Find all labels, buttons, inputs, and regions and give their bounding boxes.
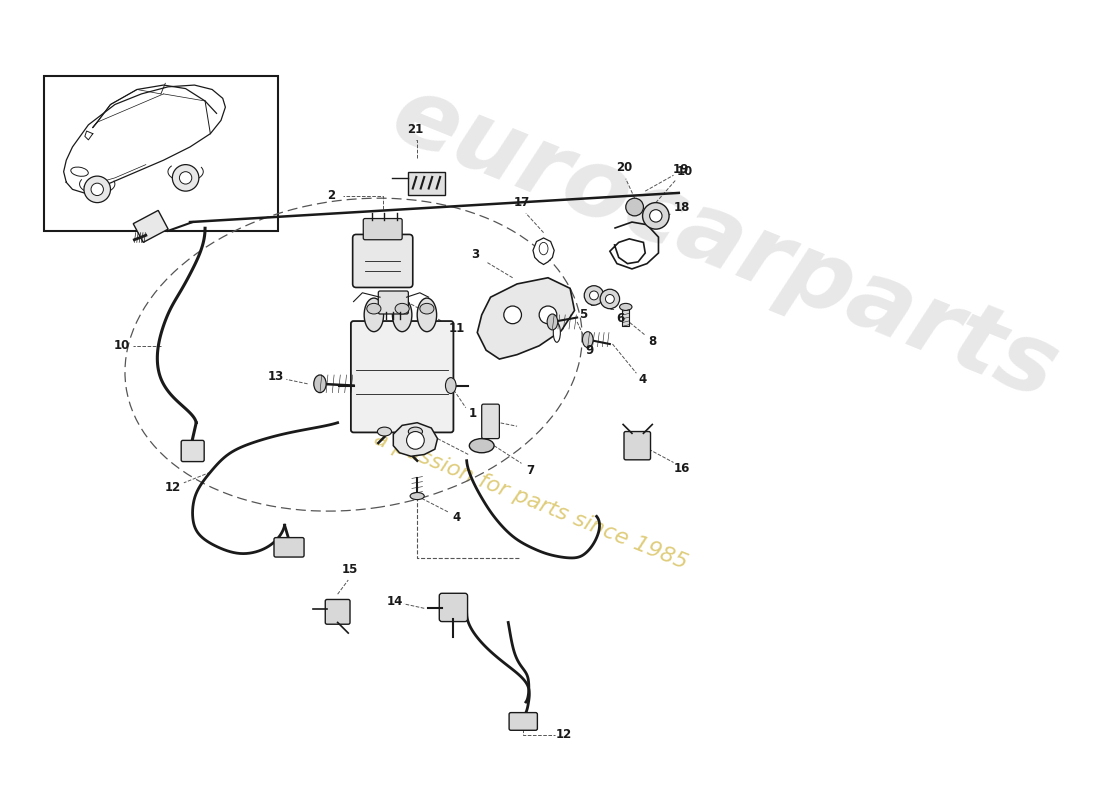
Ellipse shape [408,427,422,436]
Circle shape [407,431,425,450]
Text: 12: 12 [556,728,572,742]
Text: a passion for parts since 1985: a passion for parts since 1985 [371,428,690,573]
Ellipse shape [366,303,381,314]
Text: 10: 10 [676,165,693,178]
Ellipse shape [364,298,384,332]
FancyBboxPatch shape [182,440,205,462]
Text: 21: 21 [407,122,424,136]
Text: 4: 4 [453,510,461,524]
Text: 2: 2 [328,189,336,202]
Text: 6: 6 [616,312,625,325]
Text: 18: 18 [674,201,691,214]
FancyBboxPatch shape [378,291,408,314]
Circle shape [539,306,557,324]
Circle shape [173,165,199,191]
Text: 7: 7 [526,464,535,477]
FancyBboxPatch shape [509,713,538,730]
Text: eurocarparts: eurocarparts [378,68,1071,420]
Ellipse shape [410,493,425,499]
Ellipse shape [70,167,88,176]
Ellipse shape [314,375,326,393]
Circle shape [605,294,614,303]
Text: 11: 11 [449,322,465,334]
FancyBboxPatch shape [363,218,403,240]
Bar [623,309,629,326]
Polygon shape [534,238,554,265]
Circle shape [642,202,669,229]
Text: 17: 17 [514,196,529,209]
Text: 15: 15 [342,563,359,576]
Ellipse shape [553,323,560,342]
Ellipse shape [583,332,593,347]
Ellipse shape [539,242,548,254]
FancyBboxPatch shape [353,234,412,287]
Text: 1: 1 [469,407,477,420]
FancyBboxPatch shape [482,404,499,438]
FancyBboxPatch shape [439,594,468,622]
Ellipse shape [547,314,558,330]
Circle shape [601,290,619,309]
Circle shape [91,183,103,195]
FancyBboxPatch shape [351,321,453,433]
Text: 5: 5 [580,308,587,322]
Ellipse shape [377,427,392,436]
FancyBboxPatch shape [274,538,304,557]
Text: 16: 16 [674,462,691,475]
Text: 3: 3 [472,248,480,262]
Text: 19: 19 [672,163,689,177]
Circle shape [584,286,604,305]
Ellipse shape [420,303,434,314]
Polygon shape [394,422,438,456]
Bar [133,210,168,242]
Ellipse shape [393,298,411,332]
Text: 13: 13 [267,370,284,383]
Text: 9: 9 [585,344,594,357]
FancyBboxPatch shape [326,599,350,624]
Circle shape [626,198,644,216]
Text: 14: 14 [387,594,404,608]
FancyBboxPatch shape [624,431,650,460]
Bar [408,172,446,194]
Text: 12: 12 [164,481,180,494]
Polygon shape [477,278,574,359]
Text: 4: 4 [638,373,647,386]
Ellipse shape [446,378,456,394]
Circle shape [84,176,110,202]
Ellipse shape [417,298,437,332]
Circle shape [504,306,521,324]
Ellipse shape [395,303,409,314]
Circle shape [590,291,598,300]
Circle shape [179,172,191,184]
Circle shape [650,210,662,222]
Text: 8: 8 [648,335,657,348]
Text: 20: 20 [616,161,632,174]
Ellipse shape [619,303,632,310]
Ellipse shape [470,438,494,453]
Bar [44,76,278,231]
Text: 10: 10 [113,339,130,352]
